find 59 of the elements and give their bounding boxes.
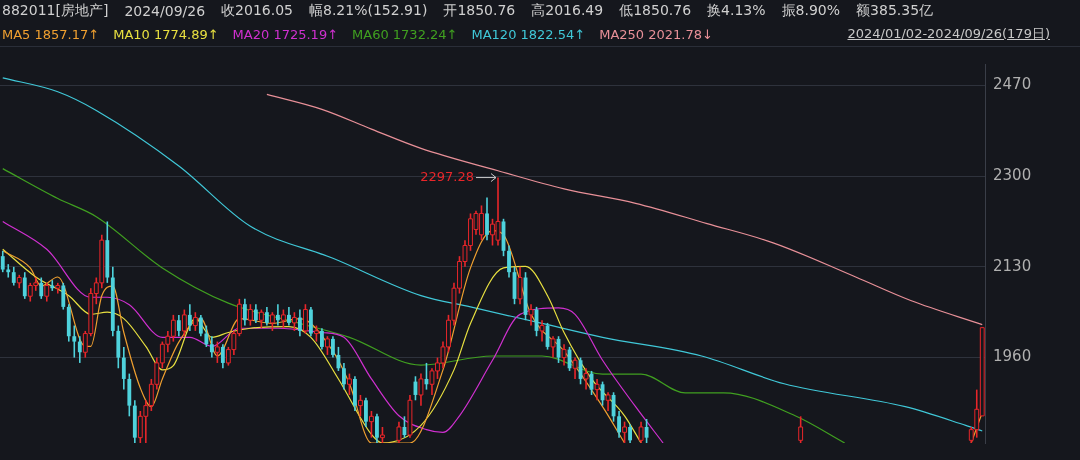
y-tick-label: 2130 (993, 256, 1032, 275)
text: MA20 1725.19↑ (232, 26, 339, 42)
candlestick (617, 410, 621, 439)
text: 高2016.49 (531, 2, 604, 20)
y-tick-label: 1960 (993, 347, 1032, 366)
line-series (2, 248, 642, 443)
candlestick (39, 276, 44, 300)
text: 换4.13% (707, 2, 766, 20)
annotation: 2297.28 (420, 168, 474, 184)
candlestick (220, 343, 225, 370)
text: MA120 1822.54↑ (471, 26, 586, 42)
candlestick (507, 244, 511, 279)
candlestick (77, 335, 82, 364)
candlestick (22, 271, 27, 300)
text: 收2016.05 (221, 2, 293, 20)
text: MA60 1732.24↑ (352, 26, 458, 42)
candlestick (364, 396, 368, 428)
candlestick (342, 362, 346, 391)
candlestick (375, 412, 379, 443)
text: 振8.90% (781, 2, 841, 20)
candlestick (72, 324, 77, 359)
candlestick (264, 306, 269, 327)
text: 额385.35亿 (856, 2, 934, 20)
candlestick (198, 314, 203, 338)
text: 2024/09/26 (124, 3, 206, 19)
chart-title: 882011[房地产] (2, 2, 109, 20)
text: MA250 2021.78↓ (599, 26, 713, 42)
candlestick (319, 327, 324, 351)
y-tick-label: 2300 (993, 165, 1032, 184)
candlestick (209, 335, 214, 359)
text: MA10 1774.89↑ (113, 26, 219, 42)
candlestick (242, 298, 247, 327)
candlestick (330, 335, 335, 359)
line-series (2, 77, 983, 432)
candlestick (628, 423, 632, 443)
chart-subtitle: 2024/01/02-2024/09/26(179日) (847, 25, 1050, 43)
candlestick (121, 346, 126, 391)
line-series (2, 220, 664, 443)
candlestick (61, 282, 66, 311)
text: 低1850.76 (619, 2, 692, 20)
candlestick (187, 303, 192, 332)
candlestick (176, 314, 181, 338)
text: 幅8.21%(152.91) (308, 2, 428, 20)
candlestick (485, 196, 489, 241)
candlestick (204, 324, 209, 348)
candlestick (11, 266, 16, 287)
candlestick (644, 418, 649, 443)
text: 开1850.76 (443, 2, 516, 20)
candlestick (297, 308, 302, 338)
line-series (2, 168, 846, 443)
candlestick (286, 306, 291, 327)
candlestick (336, 346, 341, 372)
text: MA5 1857.17↑ (2, 26, 100, 42)
line-series (266, 93, 983, 326)
candlestick (0, 250, 5, 273)
candlestick (347, 372, 352, 396)
y-tick-label: 2470 (993, 75, 1032, 94)
candlestick (275, 303, 280, 327)
candlestick (253, 303, 258, 324)
